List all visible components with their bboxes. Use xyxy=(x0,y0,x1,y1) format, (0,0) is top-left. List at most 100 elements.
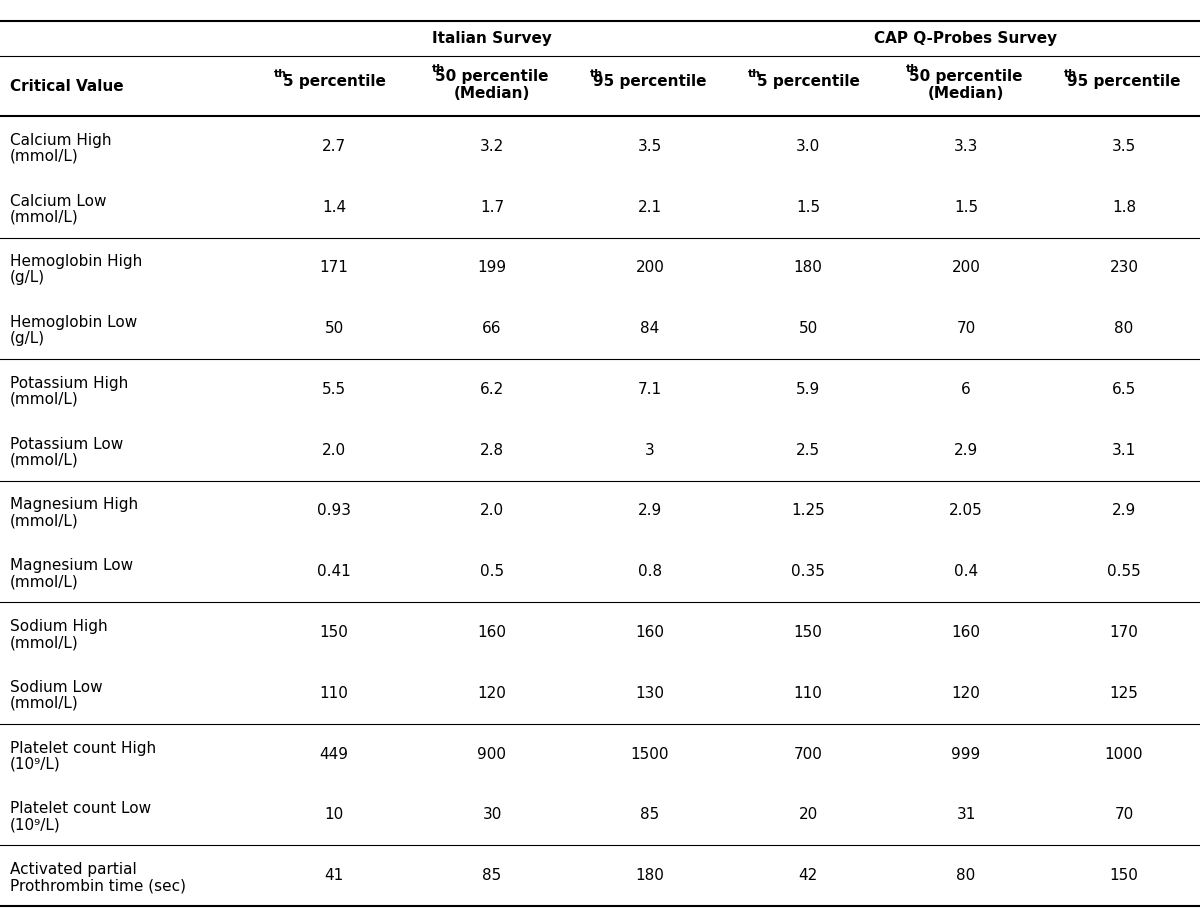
Text: 3.1: 3.1 xyxy=(1112,443,1136,458)
Text: 170: 170 xyxy=(1110,625,1139,640)
Text: 230: 230 xyxy=(1110,261,1139,275)
Text: 5.5: 5.5 xyxy=(322,382,346,397)
Text: (g/L): (g/L) xyxy=(10,271,46,286)
Text: Italian Survey: Italian Survey xyxy=(432,30,552,45)
Text: 50 percentile: 50 percentile xyxy=(436,68,548,84)
Text: (10⁹/L): (10⁹/L) xyxy=(10,817,61,833)
Text: 2.0: 2.0 xyxy=(480,504,504,519)
Text: Platelet count Low: Platelet count Low xyxy=(10,801,151,816)
Text: th: th xyxy=(1064,69,1078,79)
Text: Potassium High: Potassium High xyxy=(10,376,128,391)
Text: (g/L): (g/L) xyxy=(10,332,46,346)
Text: (Median): (Median) xyxy=(928,86,1004,100)
Text: (mmol/L): (mmol/L) xyxy=(10,453,79,468)
Text: (mmol/L): (mmol/L) xyxy=(10,210,79,225)
Text: Hemoglobin Low: Hemoglobin Low xyxy=(10,315,137,331)
Text: (mmol/L): (mmol/L) xyxy=(10,392,79,407)
Text: 1.4: 1.4 xyxy=(322,200,346,215)
Text: th: th xyxy=(274,69,287,79)
Text: Prothrombin time (sec): Prothrombin time (sec) xyxy=(10,878,186,893)
Text: 85: 85 xyxy=(641,808,660,822)
Text: 2.9: 2.9 xyxy=(638,504,662,519)
Text: 2.9: 2.9 xyxy=(1112,504,1136,519)
Text: 42: 42 xyxy=(798,869,817,883)
Text: 84: 84 xyxy=(641,321,660,336)
Text: 2.1: 2.1 xyxy=(638,200,662,215)
Text: 1500: 1500 xyxy=(631,747,670,762)
Text: 66: 66 xyxy=(482,321,502,336)
Text: 0.4: 0.4 xyxy=(954,565,978,579)
Text: Critical Value: Critical Value xyxy=(10,78,124,94)
Text: 160: 160 xyxy=(478,625,506,640)
Text: 5 percentile: 5 percentile xyxy=(756,74,859,88)
Text: 1.7: 1.7 xyxy=(480,200,504,215)
Text: 7.1: 7.1 xyxy=(638,382,662,397)
Text: (mmol/L): (mmol/L) xyxy=(10,514,79,529)
Text: 6.2: 6.2 xyxy=(480,382,504,397)
Text: Calcium Low: Calcium Low xyxy=(10,193,107,209)
Text: 130: 130 xyxy=(636,686,665,701)
Text: 10: 10 xyxy=(324,808,343,822)
Text: 180: 180 xyxy=(636,869,665,883)
Text: 150: 150 xyxy=(319,625,348,640)
Text: 1000: 1000 xyxy=(1105,747,1144,762)
Text: th: th xyxy=(906,64,919,74)
Text: 41: 41 xyxy=(324,869,343,883)
Text: 1.25: 1.25 xyxy=(791,504,824,519)
Text: 125: 125 xyxy=(1110,686,1139,701)
Text: 2.05: 2.05 xyxy=(949,504,983,519)
Text: 200: 200 xyxy=(636,261,665,275)
Text: 2.5: 2.5 xyxy=(796,443,820,458)
Text: 70: 70 xyxy=(1115,808,1134,822)
Text: 2.8: 2.8 xyxy=(480,443,504,458)
Text: (mmol/L): (mmol/L) xyxy=(10,575,79,589)
Text: 3.0: 3.0 xyxy=(796,139,820,154)
Text: (mmol/L): (mmol/L) xyxy=(10,149,79,164)
Text: th: th xyxy=(432,64,445,74)
Text: 1.5: 1.5 xyxy=(796,200,820,215)
Text: 3.5: 3.5 xyxy=(638,139,662,154)
Text: 700: 700 xyxy=(793,747,822,762)
Text: 70: 70 xyxy=(956,321,976,336)
Text: 80: 80 xyxy=(956,869,976,883)
Text: (10⁹/L): (10⁹/L) xyxy=(10,756,61,772)
Text: (mmol/L): (mmol/L) xyxy=(10,635,79,650)
Text: 0.5: 0.5 xyxy=(480,565,504,579)
Text: 110: 110 xyxy=(793,686,822,701)
Text: 0.41: 0.41 xyxy=(317,565,350,579)
Text: 31: 31 xyxy=(956,808,976,822)
Text: Sodium Low: Sodium Low xyxy=(10,680,103,694)
Text: 1.8: 1.8 xyxy=(1112,200,1136,215)
Text: 0.35: 0.35 xyxy=(791,565,824,579)
Text: 160: 160 xyxy=(636,625,665,640)
Text: Sodium High: Sodium High xyxy=(10,619,108,634)
Text: 2.0: 2.0 xyxy=(322,443,346,458)
Text: 150: 150 xyxy=(1110,869,1139,883)
Text: 50: 50 xyxy=(798,321,817,336)
Text: Magnesium Low: Magnesium Low xyxy=(10,558,133,573)
Text: CAP Q-Probes Survey: CAP Q-Probes Survey xyxy=(875,30,1057,45)
Text: 50 percentile: 50 percentile xyxy=(910,68,1022,84)
Text: 3.3: 3.3 xyxy=(954,139,978,154)
Text: Activated partial: Activated partial xyxy=(10,862,137,877)
Text: 85: 85 xyxy=(482,869,502,883)
Text: 6: 6 xyxy=(961,382,971,397)
Text: 3: 3 xyxy=(646,443,655,458)
Text: 95 percentile: 95 percentile xyxy=(1067,74,1181,88)
Text: Hemoglobin High: Hemoglobin High xyxy=(10,254,143,270)
Text: 199: 199 xyxy=(478,261,506,275)
Text: 30: 30 xyxy=(482,808,502,822)
Text: 80: 80 xyxy=(1115,321,1134,336)
Text: 6.5: 6.5 xyxy=(1112,382,1136,397)
Text: Potassium Low: Potassium Low xyxy=(10,437,124,451)
Text: 95 percentile: 95 percentile xyxy=(593,74,707,88)
Text: th: th xyxy=(748,69,761,79)
Text: 120: 120 xyxy=(478,686,506,701)
Text: 900: 900 xyxy=(478,747,506,762)
Text: 3.2: 3.2 xyxy=(480,139,504,154)
Text: 180: 180 xyxy=(793,261,822,275)
Text: 449: 449 xyxy=(319,747,348,762)
Text: Platelet count High: Platelet count High xyxy=(10,740,156,755)
Text: Calcium High: Calcium High xyxy=(10,133,112,148)
Text: 160: 160 xyxy=(952,625,980,640)
